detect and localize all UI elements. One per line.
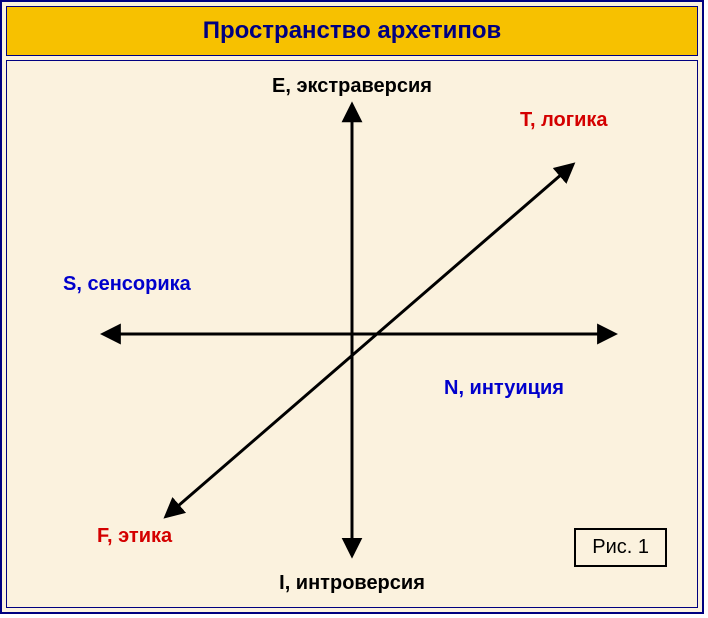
- label-T-logic: T, логика: [520, 109, 608, 132]
- label-F-ethics: F, этика: [97, 525, 172, 548]
- label-I-introversion: I, интроверсия: [279, 572, 425, 595]
- label-E-extraversion: E, экстраверсия: [272, 75, 432, 98]
- figure-caption: Рис. 1: [574, 528, 667, 567]
- label-N-intuition: N, интуиция: [444, 377, 564, 400]
- axis-diagonal: [166, 165, 573, 517]
- diagram-frame: Пространство архетипов E, экстраверсия I…: [0, 0, 704, 614]
- header-title: Пространство архетипов: [203, 17, 502, 45]
- header-bar: Пространство архетипов: [6, 6, 698, 56]
- chart-area: E, экстраверсия I, интроверсия S, сенсор…: [6, 60, 698, 608]
- label-S-sensing: S, сенсорика: [63, 273, 191, 296]
